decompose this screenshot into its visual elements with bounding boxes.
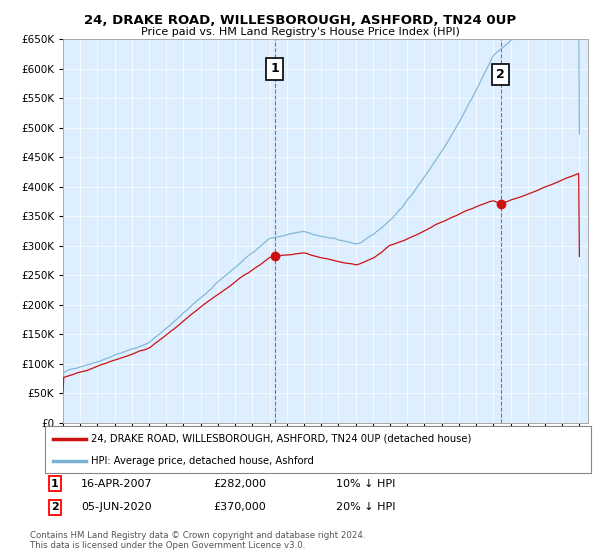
Text: 24, DRAKE ROAD, WILLESBOROUGH, ASHFORD, TN24 0UP: 24, DRAKE ROAD, WILLESBOROUGH, ASHFORD, … bbox=[84, 14, 516, 27]
Text: 1: 1 bbox=[270, 62, 279, 75]
Text: £370,000: £370,000 bbox=[213, 502, 266, 512]
Text: 2: 2 bbox=[496, 68, 505, 81]
Text: HPI: Average price, detached house, Ashford: HPI: Average price, detached house, Ashf… bbox=[91, 456, 314, 466]
Text: 24, DRAKE ROAD, WILLESBOROUGH, ASHFORD, TN24 0UP (detached house): 24, DRAKE ROAD, WILLESBOROUGH, ASHFORD, … bbox=[91, 434, 472, 444]
Text: 16-APR-2007: 16-APR-2007 bbox=[81, 479, 152, 489]
Text: 2: 2 bbox=[51, 502, 59, 512]
Text: Price paid vs. HM Land Registry's House Price Index (HPI): Price paid vs. HM Land Registry's House … bbox=[140, 27, 460, 37]
Text: Contains HM Land Registry data © Crown copyright and database right 2024.
This d: Contains HM Land Registry data © Crown c… bbox=[30, 531, 365, 550]
Text: 05-JUN-2020: 05-JUN-2020 bbox=[81, 502, 152, 512]
Text: 10% ↓ HPI: 10% ↓ HPI bbox=[336, 479, 395, 489]
Text: £282,000: £282,000 bbox=[213, 479, 266, 489]
Text: 1: 1 bbox=[51, 479, 59, 489]
Text: 20% ↓ HPI: 20% ↓ HPI bbox=[336, 502, 395, 512]
